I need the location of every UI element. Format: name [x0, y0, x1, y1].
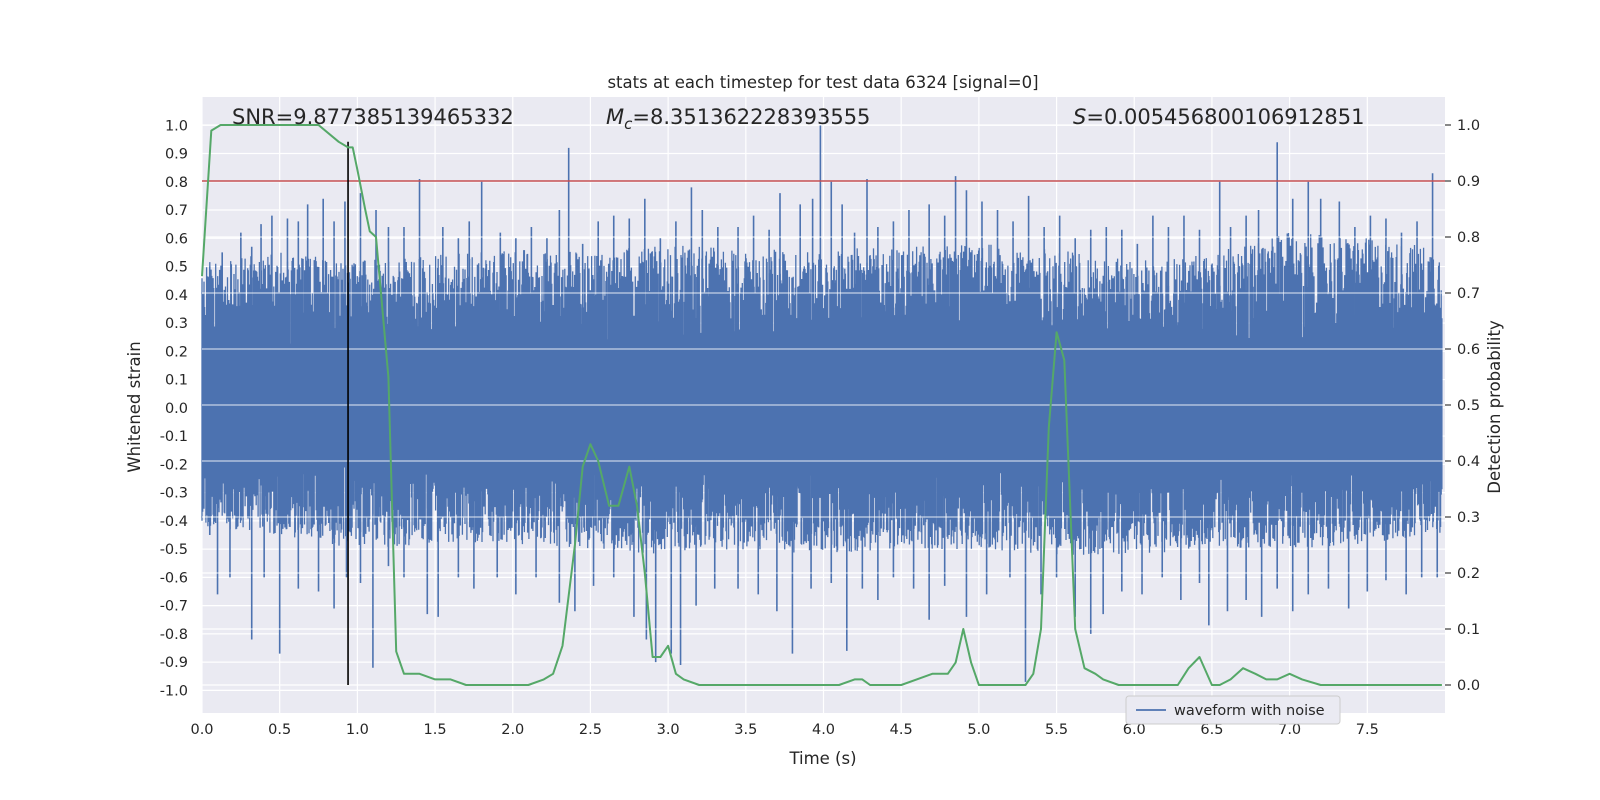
x-tick-label: 3.0	[657, 722, 680, 738]
y-tick-label: -0.2	[160, 457, 188, 473]
x-tick-label: 1.5	[424, 722, 447, 738]
y-tick-label: 0.3	[165, 316, 188, 332]
probability-line	[201, 124, 1442, 686]
x-tick-label: 1.0	[346, 722, 369, 738]
x-tick-label: 0.0	[190, 722, 213, 738]
s-value: =0.005456800106912851	[1086, 105, 1364, 129]
y-right-tick-label: 0.2	[1457, 566, 1480, 582]
x-tick-label: 2.5	[579, 722, 602, 738]
x-axis-label: Time (s)	[788, 749, 856, 768]
x-tick-label: 7.0	[1278, 722, 1301, 738]
y-axis-label: Whitened strain	[125, 341, 144, 472]
x-tick-label: 3.5	[734, 722, 757, 738]
y-right-axis-ticks: 0.0 0.1 0.2 0.3 0.4 0.5 0.6 0.7 0.8 0.9 1.0	[1445, 118, 1480, 694]
y-tick-label: -0.9	[160, 655, 188, 671]
probability-series	[201, 124, 1442, 686]
x-axis-ticks: 0.0 0.5 1.0 1.5 2.0 2.5 3.0 3.5 4.0 4.5 5.0 5.5 6.0 6…	[190, 722, 1378, 738]
x-tick-label: 7.5	[1356, 722, 1379, 738]
y-right-tick-label: 0.7	[1457, 286, 1480, 302]
y-right-tick-label: 0.3	[1457, 510, 1480, 526]
chart-title: stats at each timestep for test data 632…	[607, 73, 1038, 92]
s-annotation: S=0.005456800106912851	[1073, 105, 1364, 129]
legend-box	[1125, 695, 1341, 725]
y-tick-label: -0.1	[160, 429, 188, 445]
y-tick-label: 0.4	[165, 288, 188, 304]
x-tick-label: 6.0	[1123, 722, 1146, 738]
y-right-axis-label: Detection probability	[1485, 320, 1504, 494]
y-right-tick-label: 0.5	[1457, 398, 1480, 414]
y-tick-label: 0.7	[165, 203, 188, 219]
y-tick-label: 1.0	[165, 118, 188, 134]
y-tick-label: 0.5	[165, 260, 188, 276]
y-right-tick-label: 0.4	[1457, 454, 1480, 470]
x-tick-label: 5.0	[967, 722, 990, 738]
y-tick-label: 0.2	[165, 344, 188, 360]
x-tick-label: 4.0	[812, 722, 835, 738]
y-tick-label: 0.6	[165, 231, 188, 247]
y-tick-label: 0.8	[165, 175, 188, 191]
y-tick-label: -0.5	[160, 542, 188, 558]
chirp-mass-annotation: Mc=8.351362228393555	[606, 105, 870, 133]
chirp-mass-subscript: c	[624, 115, 633, 133]
chirp-mass-symbol: M	[606, 105, 624, 129]
y-tick-label: -1.0	[160, 683, 188, 699]
y-tick-label: 0.1	[165, 373, 188, 389]
y-right-tick-label: 0.6	[1457, 342, 1480, 358]
x-tick-label: 2.0	[501, 722, 524, 738]
y-right-tick-label: 1.0	[1457, 118, 1480, 134]
x-tick-label: 5.5	[1045, 722, 1068, 738]
y-right-tick-label: 0.1	[1457, 622, 1480, 638]
y-right-tick-label: 0.8	[1457, 230, 1480, 246]
y-tick-label: -0.6	[160, 570, 188, 586]
y-tick-label: 0.9	[165, 147, 188, 163]
y-right-tick-label: 0.9	[1457, 174, 1480, 190]
y-tick-label: -0.8	[160, 627, 188, 643]
legend: waveform with noise	[1125, 695, 1341, 725]
s-symbol: S	[1073, 105, 1086, 129]
x-tick-label: 4.5	[890, 722, 913, 738]
snr-annotation: SNR=9.877385139465332	[232, 105, 514, 129]
y-tick-label: -0.3	[160, 486, 188, 502]
x-tick-label: 6.5	[1200, 722, 1223, 738]
y-right-tick-label: 0.0	[1457, 678, 1480, 694]
x-tick-label: 0.5	[268, 722, 291, 738]
y-tick-label: -0.4	[160, 514, 188, 530]
y-tick-label: -0.7	[160, 599, 188, 615]
chirp-mass-value: =8.351362228393555	[632, 105, 870, 129]
y-tick-label: 0.0	[165, 401, 188, 417]
legend-entry: waveform with noise	[1174, 703, 1325, 719]
y-axis-ticks: -1.0 -0.9 -0.8 -0.7 -0.6 -0.5 -0.4 -0.3 -0.2 -0.1…	[160, 118, 188, 699]
